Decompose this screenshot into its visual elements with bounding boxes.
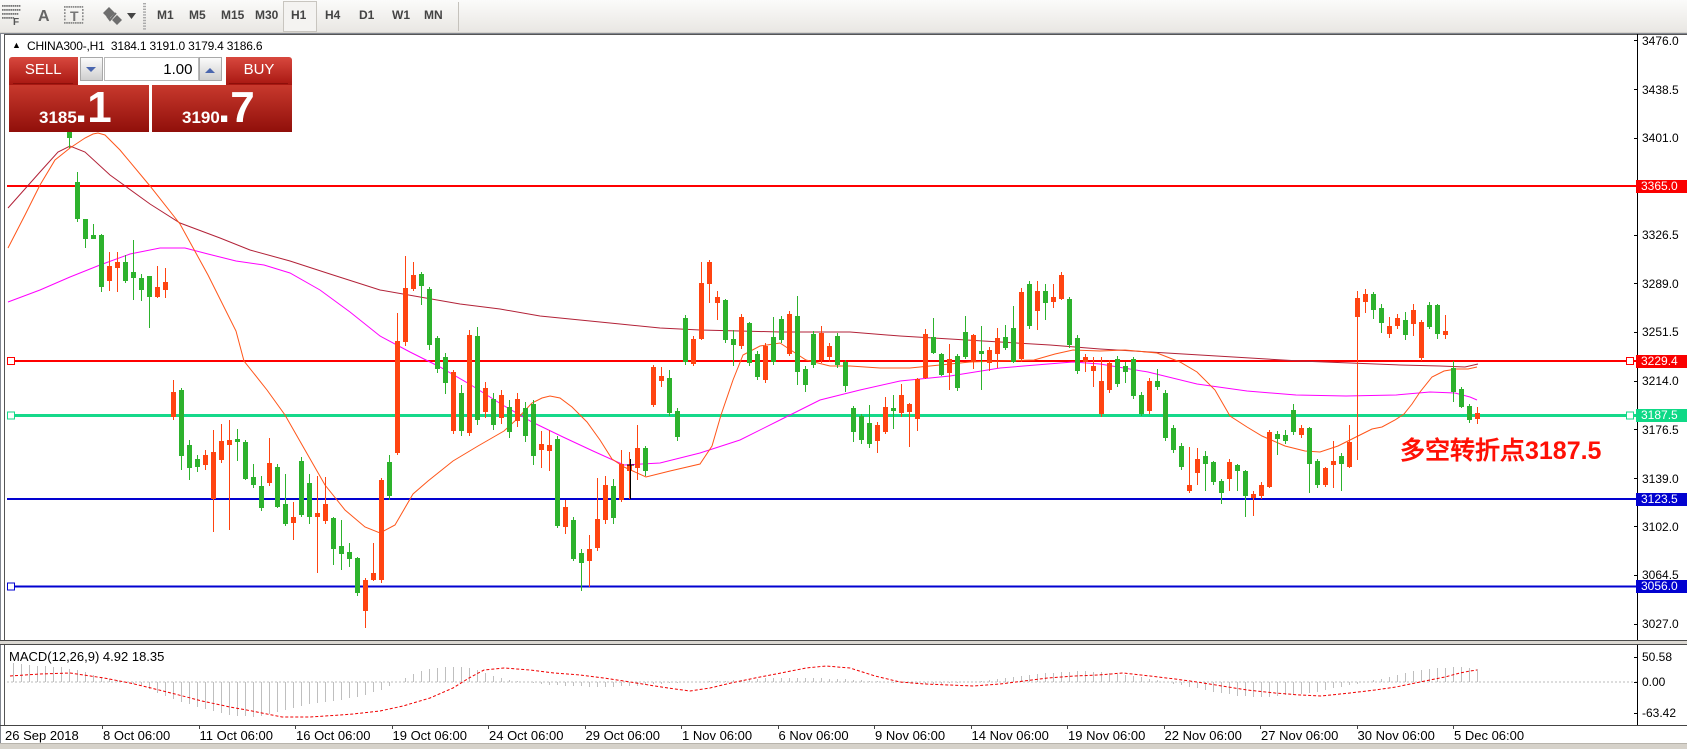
svg-text:F: F [13,17,19,28]
svg-text:A: A [38,8,50,25]
svg-text:T: T [70,8,79,24]
